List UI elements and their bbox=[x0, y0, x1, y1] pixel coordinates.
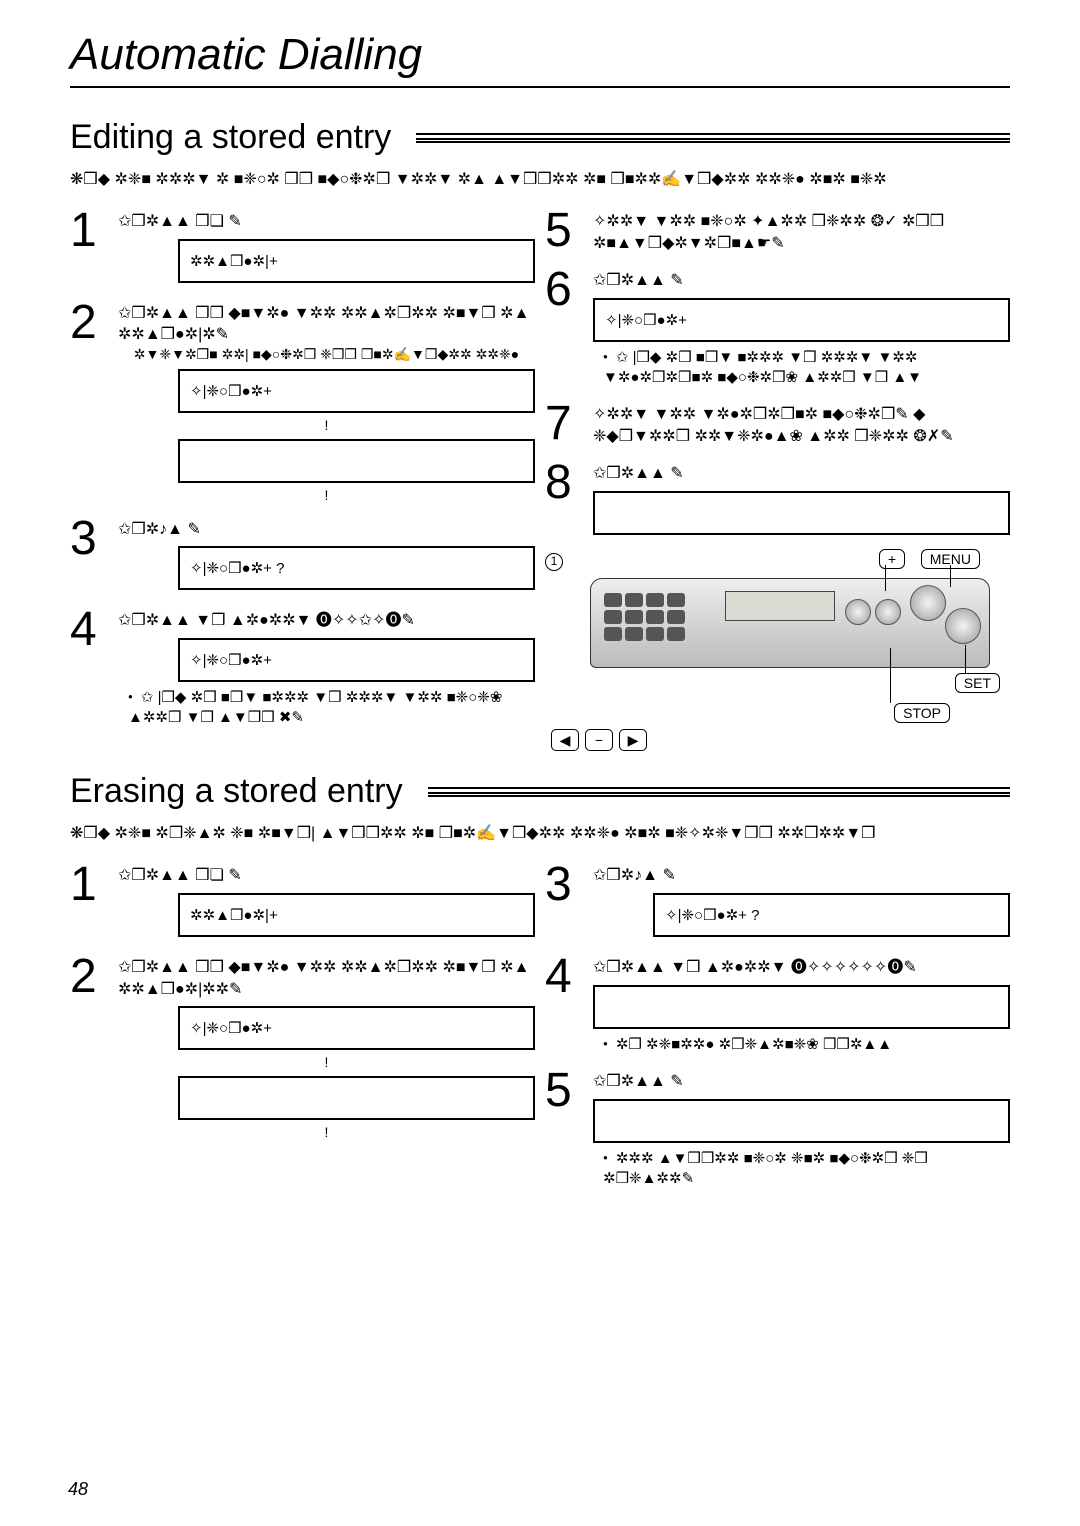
step-note: ✲❒ ✲❈■✲✲● ✲❒❈▲✲■❈❀ ❒❒✲▲▲ bbox=[593, 1035, 1010, 1055]
lcd-display bbox=[178, 1076, 535, 1120]
edit-step-7: 7 ✧✲✲▼ ▼✲✲ ▼✲●✲❒✲❒■✲ ■◆○❉✲❒✎ ◆ ❈◆❒▼✲✲❒ ✲… bbox=[545, 402, 1010, 447]
lcd-display bbox=[178, 439, 535, 483]
page-title: Automatic Dialling bbox=[70, 30, 1010, 88]
erase-step-1: 1 ✩❒✲▲▲ ❒❏ ✎ ✲✲▲❒●✲|+ bbox=[70, 863, 535, 941]
edit-step-1: 1 ✩❒✲▲▲ ❒❏ ✎ ✲✲▲❒●✲|+ bbox=[70, 209, 535, 287]
step-number: 4 bbox=[70, 608, 104, 651]
page-number: 48 bbox=[68, 1479, 88, 1500]
step-text: ✩❒✲♪▲ ✎ bbox=[118, 519, 535, 541]
edit-step-4: 4 ✩❒✲▲▲ ▼❒ ▲✲●✲✲▼ ⓿✧✧✩✧⓿✎ ✧|❈○❒●✲+ ✩ |❒◆… bbox=[70, 608, 535, 728]
lcd-display: ✧|❈○❒●✲+ bbox=[593, 298, 1010, 342]
step-text: ✩❒✲▲▲ ✎ bbox=[593, 1071, 1010, 1093]
erase-step-5: 5 ✩❒✲▲▲ ✎ ✲✲✲ ▲▼❒❒✲✲ ■❈○✲ ❈■✲ ■◆○❉✲❒ ❈❒ … bbox=[545, 1069, 1010, 1189]
step-text: ✩❒✲▲▲ ❒❏ ✎ bbox=[118, 865, 535, 887]
step-text: ✩❒✲▲▲ ❒❒ ◆■▼✲● ▼✲✲ ✲✲▲✲❒✲✲ ✲■▼❒ ✲▲ bbox=[118, 957, 535, 979]
erase-right-col: 3 ✩❒✲♪▲ ✎ ✧|❈○❒●✲+ ? 1 4 ✩❒✲▲▲ ▼❒ ▲✲●✲✲▼… bbox=[545, 863, 1010, 1203]
lcd-display: ✧|❈○❒●✲+ bbox=[178, 638, 535, 682]
lcd-display bbox=[593, 985, 1010, 1029]
step-number: 1 bbox=[70, 863, 104, 906]
lcd-display: ✲✲▲❒●✲|+ bbox=[178, 239, 535, 283]
lcd-display bbox=[593, 1099, 1010, 1143]
set-key-label: SET bbox=[955, 673, 1000, 693]
section-title-erase: Erasing a stored entry bbox=[70, 772, 1010, 811]
fax-machine-icon bbox=[590, 553, 1010, 683]
erase-step-3: 3 ✩❒✲♪▲ ✎ ✧|❈○❒●✲+ ? 1 bbox=[545, 863, 1010, 941]
step-text: ✩❒✲▲▲ ❒❏ ✎ bbox=[118, 211, 535, 233]
step-text: ✩❒✲▲▲ ❒❒ ◆■▼✲● ▼✲✲ ✲✲▲✲❒✲✲ ✲■▼❒ ✲▲ bbox=[118, 303, 535, 325]
box-caption: ✲▼❈▼✲❒■ ✲✲| ■◆○❉✲❒ ❈❒❒ ❒■✲✍▼❒◆✲✲ ✲✲❈● bbox=[118, 346, 535, 363]
step-text: ✲✲▲❒●✲|✲✲✎ bbox=[118, 979, 535, 1001]
step-number: 1 bbox=[70, 209, 104, 252]
lcd-display bbox=[593, 491, 1010, 535]
nav-buttons: ◀ − ▶ bbox=[551, 729, 647, 751]
step-number: 2 bbox=[70, 301, 104, 344]
step-note: ✩ |❒◆ ✲❒ ■❒▼ ■✲✲✲ ▼❒ ✲✲✲▼ ▼✲✲ ■❈○❈❀ ▲✲✲❒… bbox=[118, 688, 535, 729]
step-text: ✩❒✲▲▲ ▼❒ ▲✲●✲✲▼ ⓿✧✧✧✧✧✧⓿✎ bbox=[593, 957, 1010, 979]
edit-step-2: 2 ✩❒✲▲▲ ❒❒ ◆■▼✲● ▼✲✲ ✲✲▲✲❒✲✲ ✲■▼❒ ✲▲ ✲✲▲… bbox=[70, 301, 535, 503]
example-label: ! bbox=[118, 417, 535, 433]
section-title-edit: Editing a stored entry bbox=[70, 118, 1010, 157]
step-text: ✧✲✲▼ ▼✲✲ ▼✲●✲❒✲❒■✲ ■◆○❉✲❒✎ ◆ bbox=[593, 404, 1010, 426]
edit-step-5: 5 ✧✲✲▼ ▼✲✲ ■❈○✲ ✦▲✲✲ ❒❈✲✲ ❂✓ ✲❒❒ ✲■▲▼❒◆✲… bbox=[545, 209, 1010, 254]
example-label: ! bbox=[118, 1054, 535, 1070]
minus-icon: − bbox=[585, 729, 613, 751]
step-number: 6 bbox=[545, 268, 579, 311]
step-text: ✩❒✲▲▲ ▼❒ ▲✲●✲✲▼ ⓿✧✧✩✧⓿✎ bbox=[118, 610, 535, 632]
display-text: ✧|❈○❒●✲+ ? bbox=[190, 559, 284, 577]
right-arrow-icon: ▶ bbox=[619, 729, 647, 751]
step-text: ❈◆❒▼✲✲❒ ✲✲▼❈✲●▲❀ ▲✲✲ ❒❈✲✲ ❂✗✎ bbox=[593, 426, 1010, 448]
edit-step-8: 8 ✩❒✲▲▲ ✎ bbox=[545, 461, 1010, 539]
erase-columns: 1 ✩❒✲▲▲ ❒❏ ✎ ✲✲▲❒●✲|+ 2 ✩❒✲▲▲ ❒❒ ◆■▼✲● ▼… bbox=[70, 863, 1010, 1203]
erase-intro: ❋❒◆ ✲❈■ ✲❒❈▲✲ ❈■ ✲■▼❒| ▲▼❒❒✲✲ ✲■ ❒■✲✍▼❒◆… bbox=[70, 823, 1010, 843]
erase-step-4: 4 ✩❒✲▲▲ ▼❒ ▲✲●✲✲▼ ⓿✧✧✧✧✧✧⓿✎ ✲❒ ✲❈■✲✲● ✲❒… bbox=[545, 955, 1010, 1055]
stop-key-label: STOP bbox=[894, 703, 950, 723]
lcd-display: ✧|❈○❒●✲+ ? 1 bbox=[653, 893, 1010, 937]
step-number: 2 bbox=[70, 955, 104, 998]
step-number: 8 bbox=[545, 461, 579, 504]
edit-heading: Editing a stored entry bbox=[70, 118, 391, 157]
edit-left-col: 1 ✩❒✲▲▲ ❒❏ ✎ ✲✲▲❒●✲|+ 2 ✩❒✲▲▲ ❒❒ ◆■▼✲● ▼… bbox=[70, 209, 535, 742]
lcd-display: ✲✲▲❒●✲|+ bbox=[178, 893, 535, 937]
erase-step-2: 2 ✩❒✲▲▲ ❒❒ ◆■▼✲● ▼✲✲ ✲✲▲✲❒✲✲ ✲■▼❒ ✲▲ ✲✲▲… bbox=[70, 955, 535, 1140]
step-text: ✩❒✲♪▲ ✎ bbox=[593, 865, 1010, 887]
step-number: 5 bbox=[545, 1069, 579, 1112]
edit-intro: ❋❒◆ ✲❈■ ✲✲✲▼ ✲ ■❈○✲ ❒❒ ■◆○❉✲❒ ▼✲✲▼ ✲▲ ▲▼… bbox=[70, 169, 1010, 189]
step-note: ✩ |❒◆ ✲❒ ■❒▼ ■✲✲✲ ▼❒ ✲✲✲▼ ▼✲✲ ▼✲●✲❒✲❒■✲ … bbox=[593, 348, 1010, 389]
step-text: ✲■▲▼❒◆✲▼✲❒■▲☛✎ bbox=[593, 233, 1010, 255]
lcd-display: ✧|❈○❒●✲+ ? 1 bbox=[178, 546, 535, 590]
step-text: ✲✲▲❒●✲|✲✎ bbox=[118, 324, 535, 346]
edit-columns: 1 ✩❒✲▲▲ ❒❏ ✎ ✲✲▲❒●✲|+ 2 ✩❒✲▲▲ ❒❒ ◆■▼✲● ▼… bbox=[70, 209, 1010, 742]
step-number: 3 bbox=[545, 863, 579, 906]
erase-left-col: 1 ✩❒✲▲▲ ❒❏ ✎ ✲✲▲❒●✲|+ 2 ✩❒✲▲▲ ❒❒ ◆■▼✲● ▼… bbox=[70, 863, 535, 1203]
device-illustration: 1 + MENU ◀ − ▶ SET bbox=[545, 553, 1010, 723]
step-text: ✩❒✲▲▲ ✎ bbox=[593, 463, 1010, 485]
lcd-display: ✧|❈○❒●✲+ bbox=[178, 369, 535, 413]
heading-rule-icon bbox=[428, 787, 1010, 797]
erase-heading: Erasing a stored entry bbox=[70, 772, 403, 811]
step-number: 4 bbox=[545, 955, 579, 998]
example-label: ! bbox=[118, 487, 535, 503]
edit-right-col: 5 ✧✲✲▼ ▼✲✲ ■❈○✲ ✦▲✲✲ ❒❈✲✲ ❂✓ ✲❒❒ ✲■▲▼❒◆✲… bbox=[545, 209, 1010, 742]
lcd-display: ✧|❈○❒●✲+ bbox=[178, 1006, 535, 1050]
step-number: 3 bbox=[70, 517, 104, 560]
left-arrow-icon: ◀ bbox=[551, 729, 579, 751]
display-text: ✧|❈○❒●✲+ ? bbox=[665, 906, 759, 924]
step-note: ✲✲✲ ▲▼❒❒✲✲ ■❈○✲ ❈■✲ ■◆○❉✲❒ ❈❒ ✲❒❈▲✲✲✎ bbox=[593, 1149, 1010, 1190]
step-text: ✩❒✲▲▲ ✎ bbox=[593, 270, 1010, 292]
edit-step-3: 3 ✩❒✲♪▲ ✎ ✧|❈○❒●✲+ ? 1 bbox=[70, 517, 535, 595]
step-text: ✧✲✲▼ ▼✲✲ ■❈○✲ ✦▲✲✲ ❒❈✲✲ ❂✓ ✲❒❒ bbox=[593, 211, 1010, 233]
reference-marker-icon: 1 bbox=[545, 553, 563, 571]
step-number: 7 bbox=[545, 402, 579, 445]
edit-step-6: 6 ✩❒✲▲▲ ✎ ✧|❈○❒●✲+ ✩ |❒◆ ✲❒ ■❒▼ ■✲✲✲ ▼❒ … bbox=[545, 268, 1010, 388]
example-label: ! bbox=[118, 1124, 535, 1140]
step-number: 5 bbox=[545, 209, 579, 252]
heading-rule-icon bbox=[416, 133, 1010, 143]
